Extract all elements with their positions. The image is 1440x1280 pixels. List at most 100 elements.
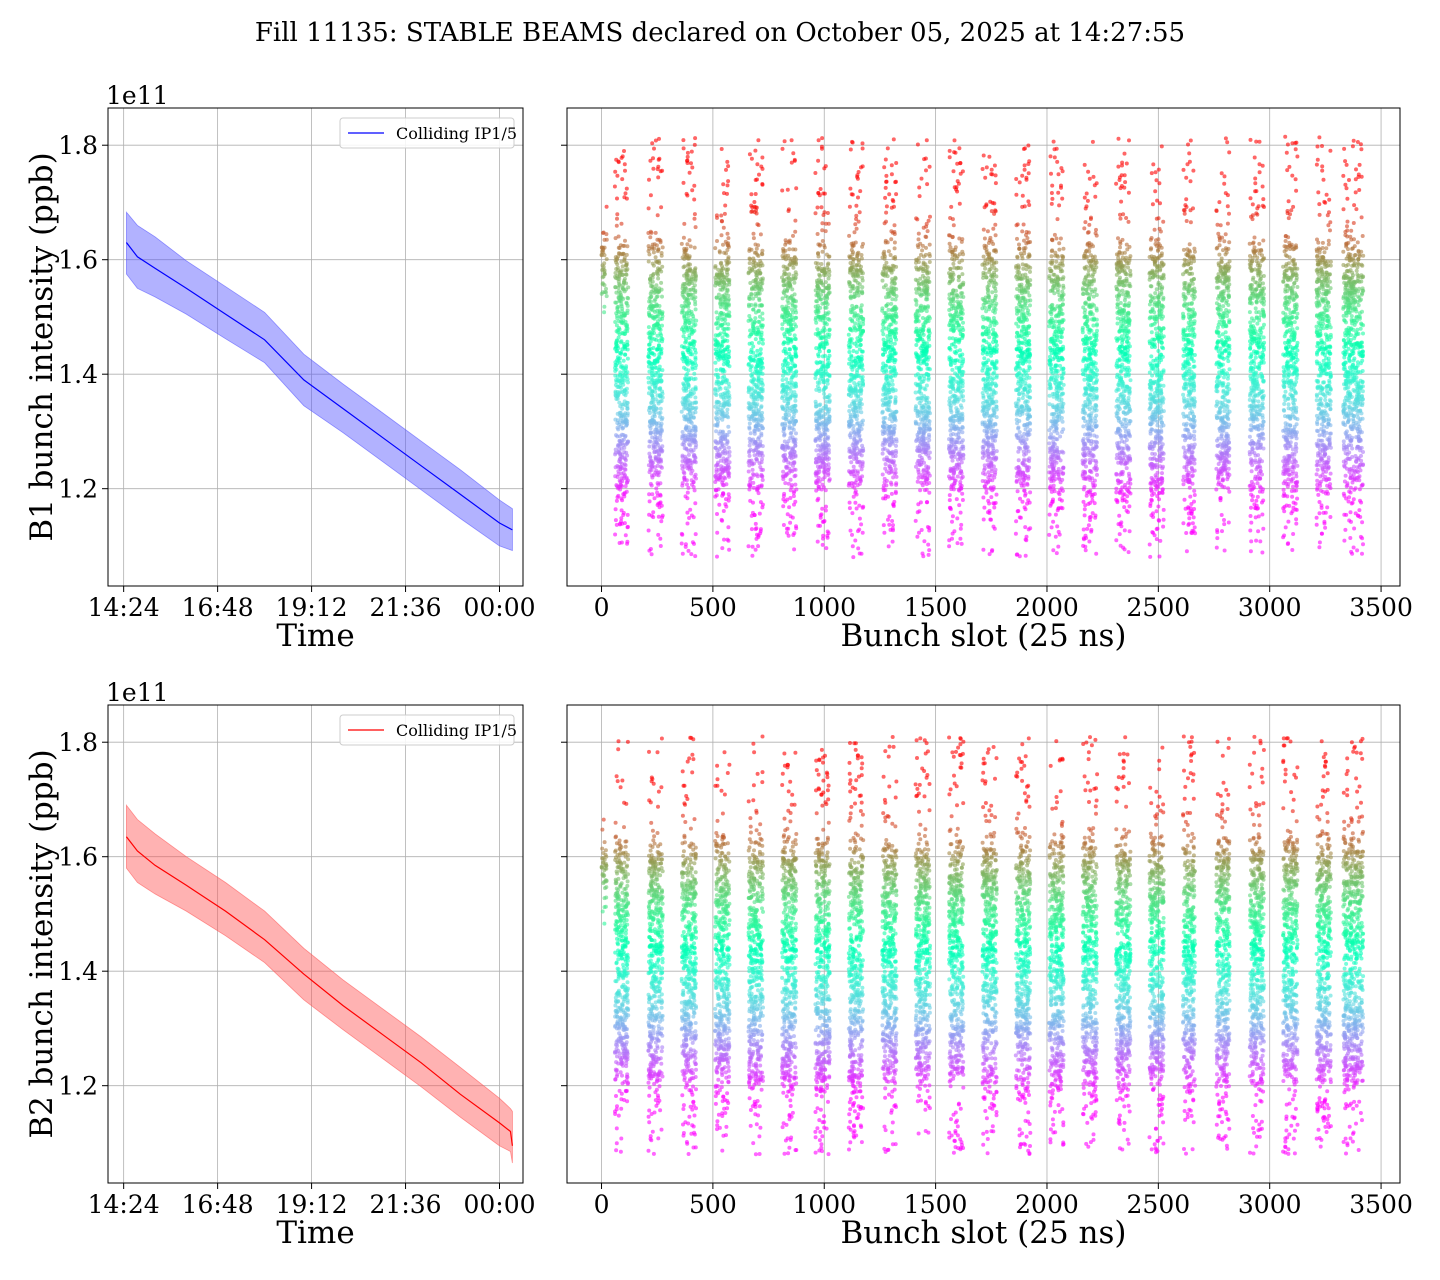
scatter-point (755, 276, 759, 280)
scatter-point (821, 456, 826, 461)
scatter-point (889, 469, 894, 474)
scatter-point (791, 460, 796, 465)
scatter-point (854, 226, 859, 231)
scatter-point (785, 298, 790, 303)
scatter-point (717, 270, 722, 275)
scatter-point (794, 299, 798, 304)
scatter-point (715, 554, 719, 559)
scatter-point (759, 431, 764, 436)
scatter-point (880, 368, 885, 373)
scatter-point (682, 330, 687, 335)
scatter-point (884, 381, 889, 385)
scatter-point (602, 261, 607, 266)
scatter-point (860, 443, 865, 448)
scatter-point (624, 364, 629, 369)
scatter-point (649, 513, 654, 518)
scatter-point (652, 242, 657, 247)
scatter-point (855, 474, 860, 479)
scatter-point (758, 323, 763, 328)
scatter-point (921, 325, 926, 330)
scatter-point (827, 273, 832, 278)
scatter-point (691, 339, 696, 344)
scatter-point (887, 522, 892, 527)
scatter-point (650, 369, 655, 373)
scatter-point (655, 303, 660, 308)
scatter-point (760, 155, 765, 160)
scatter-point (847, 423, 852, 428)
scatter-point (814, 346, 819, 351)
scatter-point (817, 315, 822, 319)
scatter-point (760, 444, 765, 449)
scatter-point (720, 322, 725, 327)
scatter-point (925, 182, 930, 187)
scatter-point (614, 340, 619, 345)
scatter-point (714, 213, 719, 218)
scatter-point (646, 325, 651, 330)
scatter-point (693, 302, 698, 307)
scatter-point (888, 253, 893, 257)
scatter-point (656, 356, 661, 361)
scatter-point (621, 419, 626, 424)
scatter-point (713, 445, 718, 450)
scatter-point (646, 375, 651, 380)
scatter-point (622, 455, 627, 460)
scatter-point (758, 264, 763, 268)
scatter-point (918, 336, 923, 341)
scatter-point (924, 448, 929, 452)
scatter-point (652, 373, 657, 378)
scatter-point (857, 210, 862, 215)
scatter-point (825, 358, 830, 363)
scatter-point (927, 355, 931, 360)
scatter-point (722, 469, 727, 473)
scatter-point (713, 265, 718, 270)
scatter-point (791, 151, 796, 156)
scatter-point (747, 421, 752, 426)
scatter-point (894, 161, 899, 165)
scatter-point (921, 225, 926, 230)
scatter-point (619, 516, 624, 521)
scatter-point (718, 356, 723, 361)
scatter-point (822, 313, 827, 318)
scatter-point (894, 179, 898, 184)
scatter-point (659, 205, 664, 210)
scatter-point (650, 382, 655, 387)
scatter-point (817, 272, 822, 277)
scatter-point (691, 485, 696, 489)
scatter-point (850, 544, 855, 549)
scatter-point (727, 349, 732, 354)
scatter-point (856, 257, 861, 262)
scatter-point (723, 300, 728, 305)
scatter-point (748, 317, 753, 322)
scatter-point (916, 333, 921, 338)
scatter-point (725, 537, 730, 542)
scatter-point (681, 345, 686, 350)
scatter-point (725, 159, 730, 164)
scatter-point (927, 252, 932, 256)
scatter-point (684, 339, 689, 344)
scatter-point (854, 389, 859, 394)
scatter-point (753, 412, 758, 417)
scatter-point (749, 209, 754, 214)
scatter-point (685, 154, 690, 159)
scatter-point (618, 390, 623, 395)
scatter-point (848, 328, 853, 332)
scatter-point (760, 182, 765, 186)
scatter-point (847, 254, 852, 259)
scatter-point (656, 272, 660, 277)
scatter-point (785, 295, 790, 300)
scatter-point (621, 369, 626, 374)
scatter-point (816, 138, 821, 143)
scatter-point (647, 439, 652, 444)
scatter-point (793, 364, 797, 369)
scatter-point (815, 380, 820, 385)
scatter-point (759, 474, 764, 478)
scatter-point (648, 335, 653, 340)
scatter-point (855, 176, 860, 181)
scatter-point (679, 541, 684, 546)
scatter-point (723, 502, 728, 507)
scatter-point (625, 339, 630, 344)
scatter-point (652, 146, 656, 151)
scatter-point (617, 283, 622, 288)
scatter-point (788, 347, 793, 352)
scatter-point (786, 275, 791, 280)
